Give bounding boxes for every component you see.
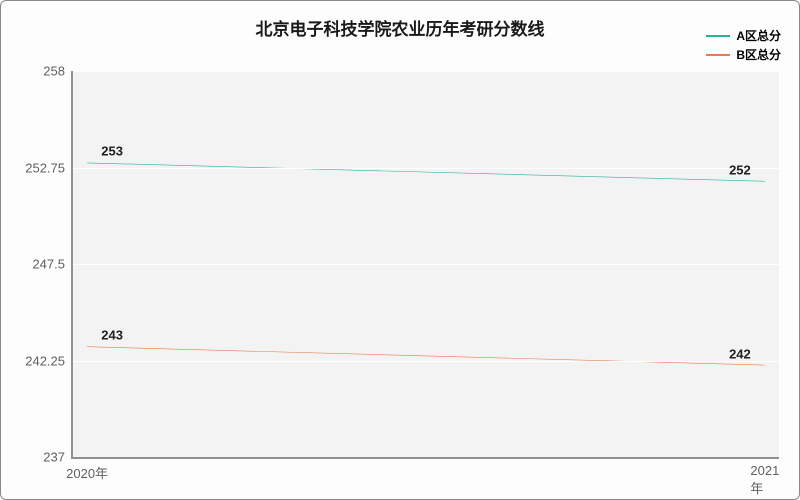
series-line <box>87 347 765 365</box>
data-point-label: 243 <box>101 328 123 343</box>
legend-item-a: A区总分 <box>706 27 781 44</box>
y-tick-label: 252.75 <box>25 160 73 175</box>
gridline <box>73 168 779 169</box>
y-tick-label: 258 <box>43 64 73 79</box>
gridline <box>73 71 779 72</box>
chart-title: 北京电子科技学院农业历年考研分数线 <box>256 15 545 40</box>
x-tick-label: 2021年 <box>750 457 779 497</box>
legend: A区总分 B区总分 <box>706 27 781 65</box>
plot-area: 237242.25247.5252.752582020年2021年2532522… <box>71 71 779 459</box>
legend-swatch-b <box>706 54 730 56</box>
legend-swatch-a <box>706 35 730 37</box>
legend-label-a: A区总分 <box>736 27 781 44</box>
y-tick-label: 247.5 <box>32 257 73 272</box>
series-line <box>87 163 765 181</box>
x-tick-label: 2020年 <box>66 457 108 482</box>
data-point-label: 253 <box>101 144 123 159</box>
data-point-label: 242 <box>729 346 751 361</box>
chart-container: 北京电子科技学院农业历年考研分数线 A区总分 B区总分 237242.25247… <box>0 0 800 500</box>
legend-item-b: B区总分 <box>706 46 781 63</box>
gridline <box>73 264 779 265</box>
data-point-label: 252 <box>729 162 751 177</box>
gridline <box>73 361 779 362</box>
y-tick-label: 242.25 <box>25 353 73 368</box>
legend-label-b: B区总分 <box>736 46 781 63</box>
